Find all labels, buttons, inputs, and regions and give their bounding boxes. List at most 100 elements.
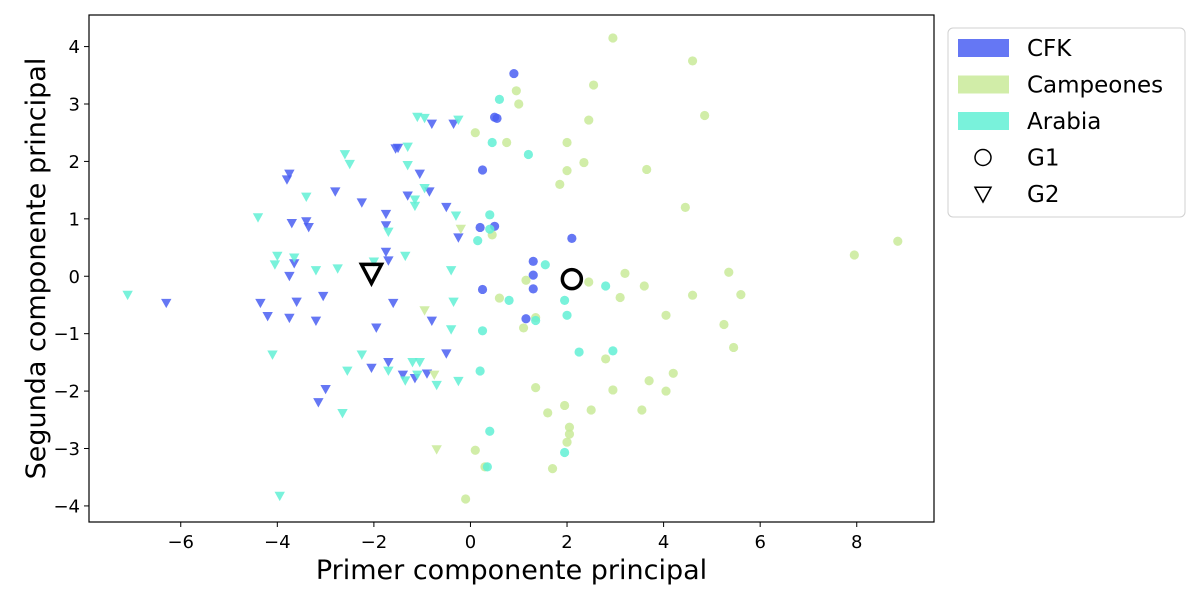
- group-marker-g2: [358, 262, 385, 288]
- data-point-circle: [586, 405, 596, 415]
- data-point-triangle: [262, 312, 273, 322]
- data-point-triangle: [122, 290, 133, 301]
- data-point-circle: [477, 284, 488, 295]
- data-point-circle: [567, 233, 577, 243]
- data-point-triangle: [402, 142, 413, 153]
- legend-label: G2: [1027, 182, 1059, 208]
- data-point-circle: [608, 385, 618, 395]
- data-point-triangle: [161, 298, 172, 309]
- data-point-triangle: [380, 221, 392, 231]
- data-point-triangle: [289, 259, 300, 269]
- x-tick-label: 0: [465, 532, 476, 553]
- data-point-circle: [494, 293, 505, 303]
- data-point-circle: [475, 222, 485, 233]
- data-point-circle: [562, 437, 572, 447]
- data-point-circle: [470, 445, 480, 455]
- data-point-triangle: [342, 366, 353, 376]
- data-point-triangle: [313, 398, 324, 408]
- data-point-triangle: [453, 376, 464, 387]
- data-point-circle: [601, 281, 611, 291]
- legend-box: [947, 27, 1186, 218]
- group-marker-g1: [560, 267, 584, 291]
- data-point-triangle: [419, 306, 430, 316]
- plot-frame: [88, 14, 935, 523]
- y-tick-label: 1: [69, 209, 80, 230]
- data-point-triangle: [441, 349, 452, 359]
- data-point-triangle: [339, 150, 351, 160]
- data-point-triangle: [448, 297, 459, 308]
- data-point-triangle: [448, 119, 459, 130]
- data-point-triangle: [419, 183, 430, 194]
- data-point-triangle: [414, 357, 425, 368]
- data-point-triangle: [455, 224, 466, 235]
- data-point-circle: [642, 164, 652, 175]
- data-point-triangle: [421, 369, 433, 379]
- data-point-triangle: [383, 366, 394, 376]
- data-point-triangle: [402, 161, 413, 171]
- data-point-triangle: [284, 313, 295, 324]
- data-point-circle: [736, 290, 746, 300]
- legend-item-g1: G1: [974, 146, 1059, 172]
- data-point-circle: [562, 166, 572, 176]
- legend-item-g2: G2: [973, 182, 1059, 208]
- data-point-triangle: [320, 384, 331, 395]
- data-point-triangle: [383, 357, 394, 368]
- data-point-circle: [661, 310, 671, 320]
- data-point-circle: [729, 342, 739, 353]
- data-point-circle: [601, 354, 611, 364]
- data-point-triangle: [441, 202, 452, 213]
- data-point-circle: [528, 256, 538, 266]
- data-point-triangle: [400, 376, 411, 386]
- data-point-circle: [719, 319, 729, 330]
- legend: CFK Campeones Arabia G1 G2: [947, 27, 1186, 218]
- data-point-circle: [615, 292, 625, 303]
- data-point-circle: [661, 386, 671, 396]
- data-point-triangle: [419, 113, 430, 124]
- data-point-triangle: [301, 217, 312, 227]
- data-point-circle: [668, 368, 678, 378]
- data-point-triangle: [409, 201, 421, 212]
- data-point-circle: [521, 314, 531, 324]
- data-point-circle: [724, 267, 734, 277]
- data-point-circle: [502, 137, 512, 148]
- data-point-circle: [523, 149, 534, 160]
- data-point-circle: [475, 366, 485, 376]
- data-point-triangle: [453, 115, 464, 126]
- data-point-circle: [531, 315, 541, 326]
- y-tick-label: 4: [69, 37, 80, 58]
- data-point-triangle: [445, 325, 457, 335]
- legend-swatch: [958, 112, 1009, 130]
- data-point-triangle: [272, 251, 283, 262]
- data-point-triangle: [289, 253, 300, 263]
- data-point-triangle: [284, 271, 295, 282]
- data-point-circle: [477, 326, 488, 336]
- legend-item-arabia: Arabia: [958, 109, 1101, 135]
- data-point-triangle: [429, 370, 440, 380]
- x-axis-title: Primer componente principal: [316, 555, 707, 586]
- data-point-circle: [485, 224, 495, 234]
- data-point-circle: [560, 400, 570, 411]
- data-point-triangle: [310, 266, 322, 276]
- data-point-circle: [555, 179, 565, 189]
- legend-label: CFK: [1027, 36, 1072, 62]
- data-point-triangle: [380, 209, 392, 220]
- legend-item-campeones: Campeones: [958, 73, 1163, 99]
- data-point-circle: [639, 281, 649, 291]
- data-point-triangle: [366, 363, 377, 374]
- data-point-circle: [637, 405, 647, 415]
- y-tick-label: 0: [69, 267, 80, 288]
- data-point-circle: [518, 323, 529, 333]
- data-point-circle: [564, 429, 575, 439]
- data-point-circle: [521, 275, 531, 285]
- data-point-circle: [574, 347, 584, 357]
- x-axis: −6 −4 −2 0 2 4 6 8: [167, 522, 862, 553]
- data-point-circle: [608, 33, 618, 43]
- data-point-circle: [849, 250, 859, 260]
- data-point-triangle: [274, 491, 285, 502]
- y-axis-title: Segunda componente principal: [21, 58, 52, 480]
- data-point-circle: [528, 270, 538, 280]
- data-point-circle: [470, 128, 480, 138]
- y-tick-label: −3: [53, 439, 80, 460]
- data-point-circle: [485, 426, 495, 436]
